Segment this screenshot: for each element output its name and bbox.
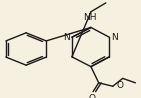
Text: O: O — [89, 94, 96, 98]
Text: NH: NH — [83, 13, 96, 22]
Text: N: N — [111, 33, 118, 42]
Text: N: N — [64, 33, 70, 42]
Text: O: O — [116, 81, 123, 90]
